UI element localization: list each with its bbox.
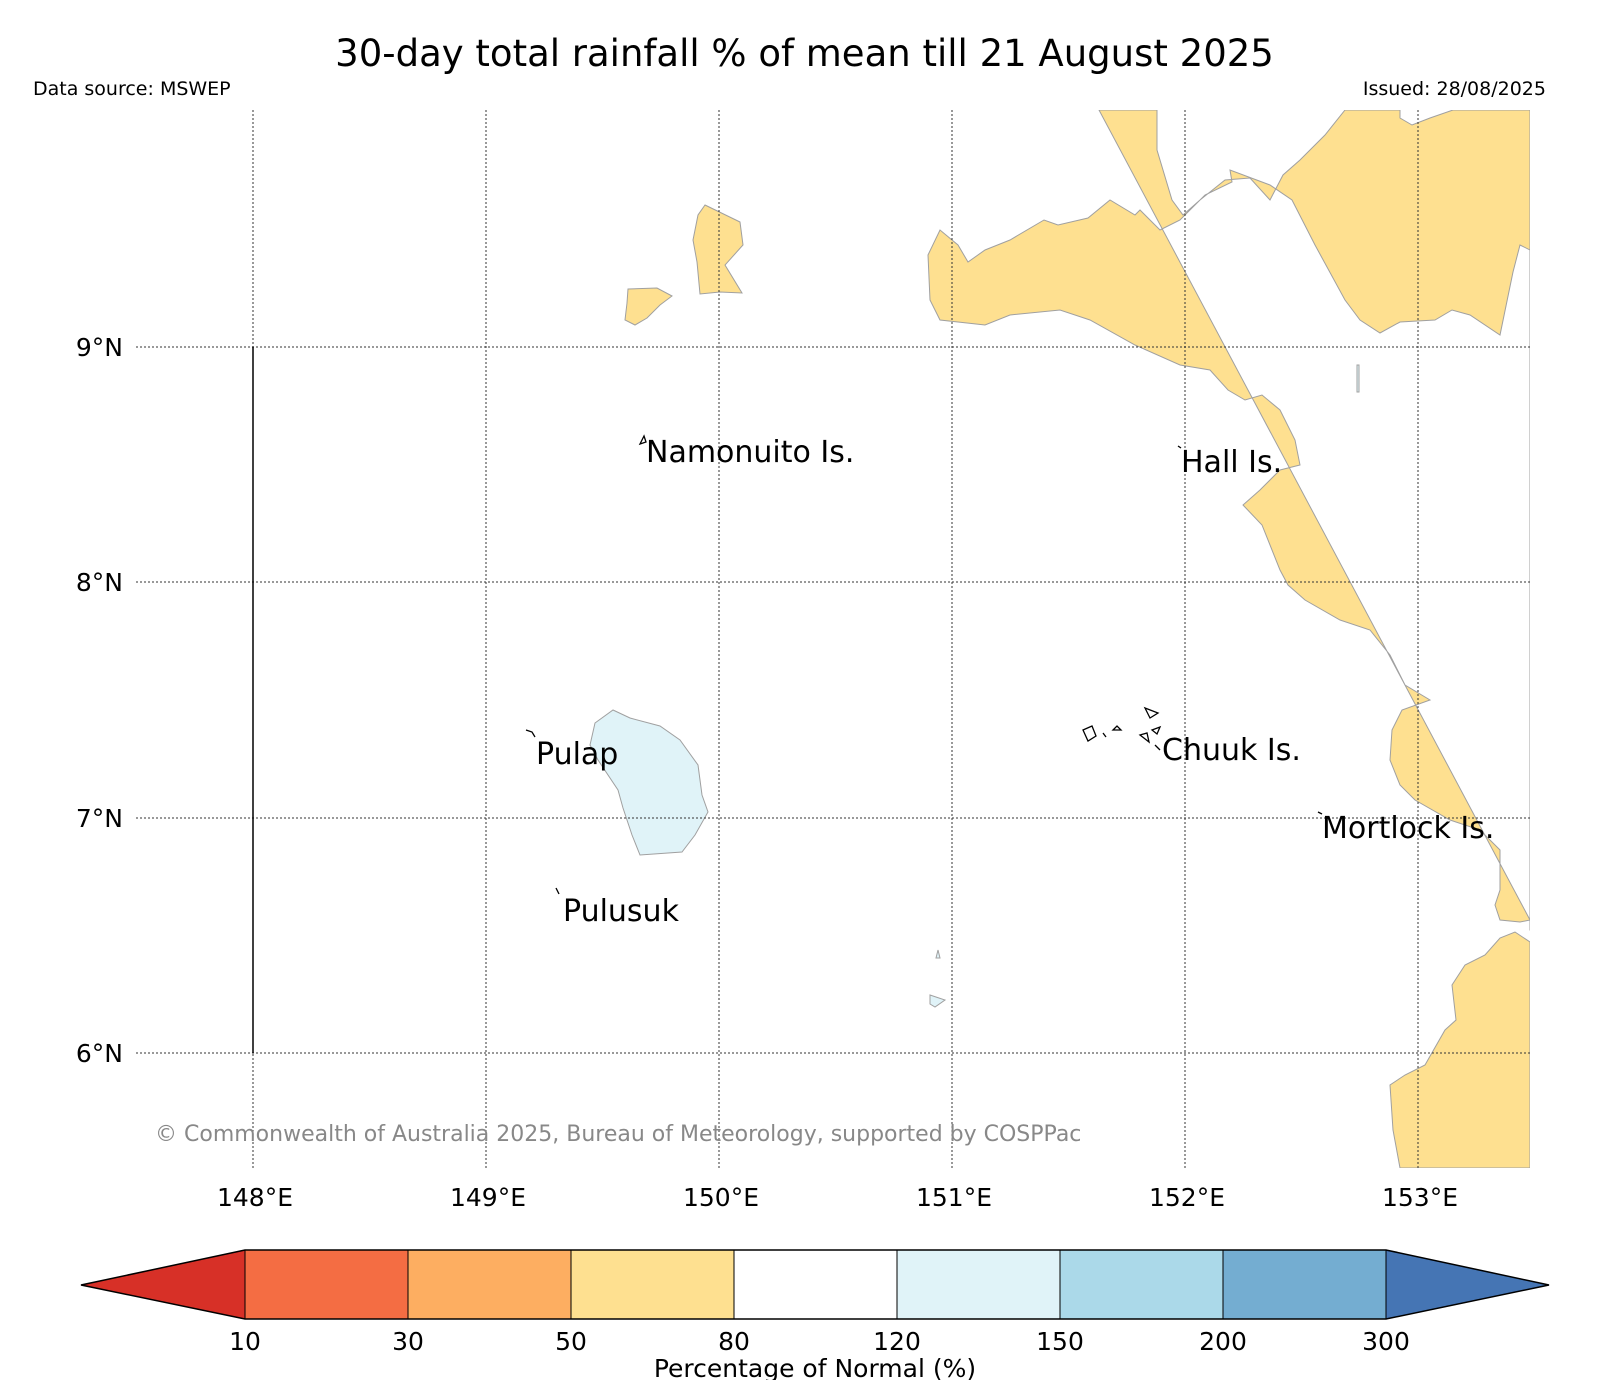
region-50-80-east-edge: [1529, 110, 1530, 931]
label-pulap: Pulap: [536, 737, 618, 772]
region-120-150-pulap: [589, 709, 709, 856]
pulap-island-shape: [525, 729, 536, 738]
colorbar-dividers: [244, 1250, 1387, 1319]
colorbar-tick-labels: 10 30 50 80 120 150 200 300: [229, 1327, 1410, 1356]
lat-tick-8n: 8°N: [76, 568, 123, 597]
label-pulusuk: Pulusuk: [563, 894, 680, 929]
colorbar-150-200: [1060, 1250, 1223, 1319]
region-50-80-southeast: [1389, 931, 1530, 1168]
region-islet-b: [935, 949, 941, 959]
lon-tick-152e: 152°E: [1149, 1183, 1225, 1212]
colorbar-80-120: [734, 1250, 897, 1319]
copyright-notice: © Commonwealth of Australia 2025, Bureau…: [155, 1122, 1081, 1147]
region-50-80-north-b: [624, 287, 673, 326]
lat-tick-6n: 6°N: [76, 1039, 123, 1068]
map-title: 30-day total rainfall % of mean till 21 …: [335, 32, 1274, 75]
label-chuuk: Chuuk Is.: [1162, 733, 1301, 768]
lat-tick-9n: 9°N: [76, 333, 123, 362]
mortlock-island-shape: [1317, 811, 1323, 815]
island-outlines: [525, 434, 1323, 895]
colorbar-tick-10: 10: [229, 1327, 261, 1356]
colorbar-10-30: [245, 1250, 408, 1319]
region-50-80-east: [927, 110, 1530, 923]
colorbar-below-10: [81, 1250, 245, 1319]
lon-tick-149e: 149°E: [450, 1183, 526, 1212]
colorbar-above-300: [1386, 1250, 1549, 1319]
lon-tick-148e: 148°E: [217, 1183, 293, 1212]
colorbar-tick-150: 150: [1036, 1327, 1084, 1356]
chuuk-island-shape-c: [1143, 706, 1160, 719]
colorbar-tick-300: 300: [1362, 1327, 1410, 1356]
region-120-150-islet: [929, 994, 947, 1008]
colorbar-tick-120: 120: [873, 1327, 921, 1356]
lat-tick-labels: 9°N 8°N 7°N 6°N: [76, 333, 123, 1068]
chuuk-island-shape-b: [1111, 725, 1123, 731]
colorbar-200-300: [1223, 1250, 1386, 1319]
region-islet-c: [1356, 364, 1360, 393]
lon-tick-153e: 153°E: [1382, 1183, 1458, 1212]
lon-tick-150e: 150°E: [683, 1183, 759, 1212]
colorbar-tick-200: 200: [1199, 1327, 1247, 1356]
chuuk-island-shape-a: [1082, 725, 1097, 742]
issued-date-label: Issued: 28/08/2025: [1362, 78, 1546, 100]
lon-tick-labels: 148°E 149°E 150°E 151°E 152°E 153°E: [217, 1183, 1458, 1212]
colorbar: 10 30 50 80 120 150 200 300 Percentage o…: [80, 1249, 1550, 1380]
chuuk-island-shape-e: [1150, 725, 1162, 736]
pulusuk-island-shape: [555, 887, 560, 895]
colorbar-30-50: [408, 1250, 571, 1319]
graticule: [136, 110, 1530, 1168]
label-mortlock: Mortlock Is.: [1322, 811, 1494, 846]
chuuk-island-shape-g: [1102, 732, 1107, 738]
lon-tick-151e: 151°E: [916, 1183, 992, 1212]
colorbar-50-80: [571, 1250, 734, 1319]
place-labels: Namonuito Is. Hall Is. Pulap Chuuk Is. M…: [536, 435, 1494, 929]
colorbar-tick-30: 30: [392, 1327, 424, 1356]
hall-island-shape: [1177, 445, 1182, 449]
label-hall: Hall Is.: [1181, 445, 1282, 480]
colorbar-tick-50: 50: [555, 1327, 587, 1356]
colorbar-tick-80: 80: [718, 1327, 750, 1356]
chuuk-island-shape-d: [1138, 732, 1151, 744]
namonuito-island-shape: [638, 434, 647, 446]
data-source-label: Data source: MSWEP: [33, 78, 231, 100]
colorbar-120-150: [897, 1250, 1060, 1319]
colorbar-title: Percentage of Normal (%): [654, 1354, 976, 1380]
rainfall-regions: [589, 110, 1530, 1168]
chuuk-island-shape-f: [1154, 744, 1161, 751]
label-namonuito: Namonuito Is.: [646, 435, 854, 470]
lat-tick-7n: 7°N: [76, 804, 123, 833]
region-50-80-north-a: [692, 204, 744, 295]
